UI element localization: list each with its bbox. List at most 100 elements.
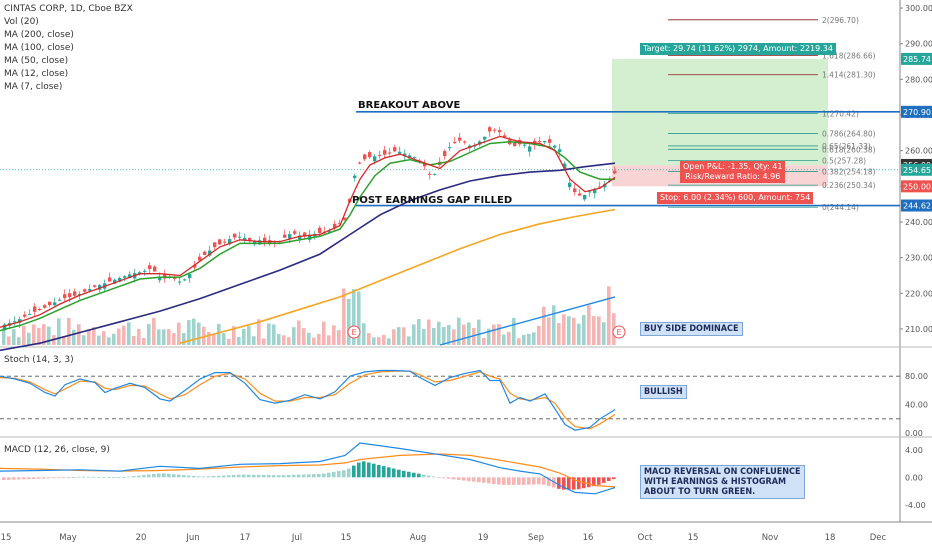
- volume-bar: [527, 333, 531, 345]
- volume-bar: [247, 326, 251, 345]
- candle-body: [558, 149, 562, 152]
- candle-body: [3, 324, 7, 330]
- candle-body: [58, 299, 62, 301]
- volume-bar: [592, 316, 596, 345]
- volume-bar: [277, 333, 281, 345]
- macd-histogram-bar: [52, 477, 56, 479]
- volume-bar: [152, 317, 156, 345]
- volume-bar: [202, 326, 206, 345]
- candle-body: [183, 279, 187, 281]
- price-tick-label: 290.00: [905, 40, 932, 49]
- fib-level-label: 1.414(281.30): [822, 71, 876, 80]
- candle-body: [408, 155, 412, 159]
- macd-histogram-bar: [247, 474, 251, 478]
- volume-bar: [437, 321, 441, 345]
- macd-note: MACD REVERSAL ON CONFLUENCE WITH EARNING…: [640, 465, 805, 499]
- candle-body: [128, 274, 132, 278]
- candle-body: [283, 234, 287, 238]
- macd-histogram-bar: [362, 461, 366, 478]
- macd-histogram-bar: [127, 476, 131, 478]
- candle-body: [403, 153, 407, 156]
- macd-histogram-bar: [307, 474, 311, 478]
- macd-histogram-bar: [322, 473, 326, 478]
- candle-body: [318, 227, 322, 234]
- volume-bar: [37, 328, 41, 345]
- candle-body: [48, 301, 52, 306]
- volume-bar: [512, 317, 516, 345]
- indicator-ma12: MA (12, close): [4, 69, 69, 79]
- candle-body: [493, 129, 497, 131]
- earnings-marker-label: E: [616, 328, 621, 337]
- candle-body: [393, 147, 397, 152]
- volume-bar: [357, 291, 361, 345]
- candle-body: [238, 236, 242, 238]
- volume-bar: [167, 329, 171, 345]
- volume-bar: [182, 333, 186, 345]
- macd-histogram-bar: [107, 477, 111, 478]
- volume-bar: [567, 316, 571, 345]
- candle-body: [18, 319, 22, 323]
- macd-histogram-bar: [562, 477, 566, 490]
- candle-body: [248, 237, 252, 241]
- candle-body: [258, 240, 262, 245]
- price-label-box: [901, 163, 932, 176]
- candle-body: [303, 232, 307, 236]
- candle-body: [573, 188, 577, 193]
- macd-histogram-bar: [102, 477, 106, 478]
- earnings-marker-icon: [612, 325, 626, 339]
- price-tick-label: 220.00: [905, 289, 932, 298]
- volume-bar: [522, 334, 526, 345]
- time-tick-label: Jun: [185, 533, 199, 543]
- macd-histogram-bar: [182, 475, 186, 478]
- macd-histogram-bar: [92, 476, 96, 478]
- volume-bar: [352, 289, 356, 345]
- stoch-k-line: [0, 369, 616, 431]
- volume-bar: [607, 286, 611, 345]
- indicator-ma7: MA (7, close): [4, 82, 63, 92]
- macd-histogram-bar: [337, 471, 341, 478]
- price-tick-label: 260.00: [905, 147, 932, 156]
- volume-bar: [132, 336, 136, 345]
- volume-bar: [537, 325, 541, 345]
- macd-histogram-bar: [42, 477, 46, 479]
- fib-level-label: 0.382(254.18): [822, 167, 876, 176]
- macd-histogram-bar: [187, 475, 191, 478]
- volume-bar: [442, 327, 446, 345]
- candle-body: [553, 145, 557, 148]
- risk-reward-text: Risk/Reward Ratio: 4.96: [685, 172, 781, 181]
- candle-body: [488, 127, 492, 132]
- candle-body: [453, 142, 457, 144]
- macd-histogram-bar: [442, 477, 446, 479]
- volume-bar: [112, 333, 116, 345]
- macd-histogram-bar: [357, 462, 361, 478]
- candle-body: [228, 239, 232, 245]
- volume-bar: [572, 317, 576, 345]
- macd-histogram-bar: [287, 475, 291, 478]
- time-tick-label: 18: [825, 533, 836, 543]
- volume-bar: [467, 322, 471, 345]
- candle-body: [243, 237, 247, 240]
- volume-bar: [62, 336, 66, 345]
- gap-filled-label: POST EARNINGS GAP FILLED: [352, 195, 513, 206]
- volume-bar: [307, 332, 311, 345]
- volume-bar: [217, 323, 221, 345]
- macd-histogram-bar: [462, 477, 466, 481]
- candle-body: [298, 235, 302, 240]
- time-tick-label: 20: [136, 533, 147, 543]
- price-label-text: 270.90: [903, 108, 931, 117]
- candle-body: [158, 276, 162, 281]
- candle-body: [423, 163, 427, 167]
- macd-histogram-bar: [142, 475, 146, 478]
- volume-bar: [102, 331, 106, 345]
- volume-bar: [492, 324, 496, 345]
- volume-bar: [487, 328, 491, 345]
- macd-histogram-bar: [397, 469, 401, 478]
- breakout-label: BREAKOUT ABOVE: [358, 100, 461, 111]
- macd-histogram-bar: [477, 477, 481, 483]
- macd-histogram-bar: [432, 476, 436, 478]
- candle-body: [458, 137, 462, 141]
- volume-bar: [292, 327, 296, 345]
- macd-histogram-bar: [22, 477, 26, 480]
- ma-100-line: [179, 208, 616, 344]
